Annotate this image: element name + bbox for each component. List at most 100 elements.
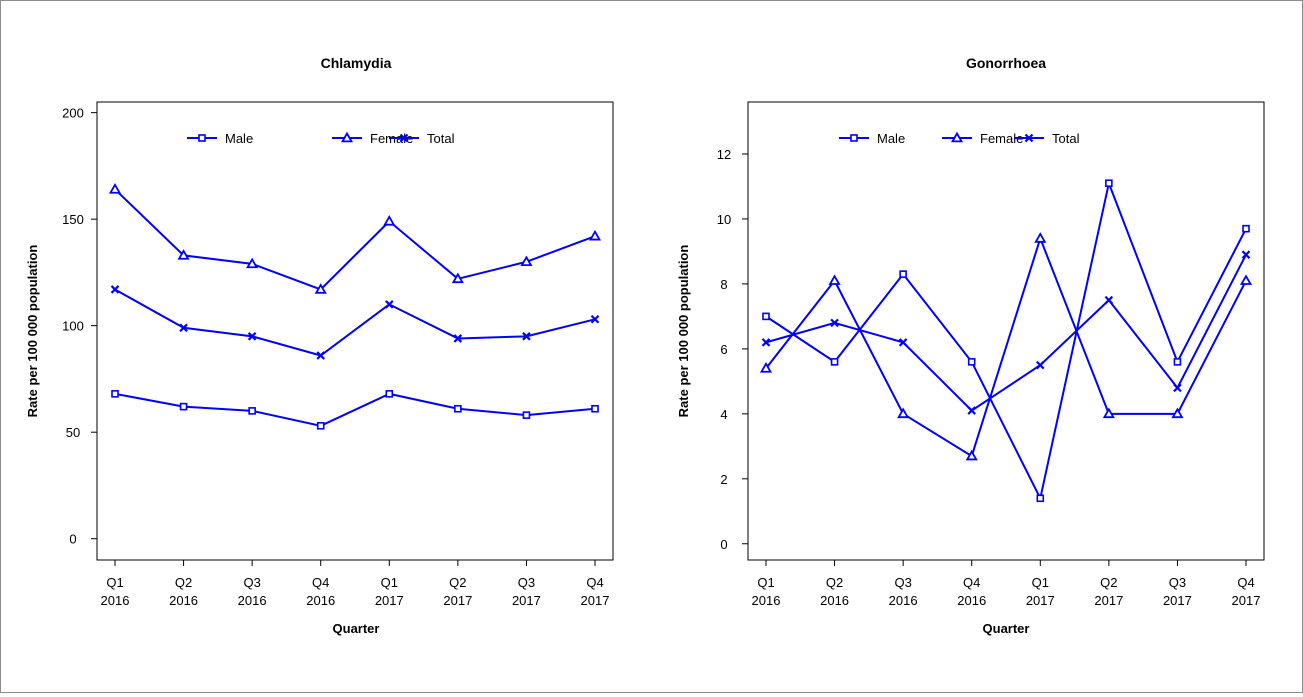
legend-label-total: Total	[1052, 131, 1080, 146]
y-tick-label: 6	[720, 342, 727, 357]
x-tick-label: Q4 2016	[957, 575, 986, 608]
x-tick-label: Q3 2017	[512, 575, 541, 608]
y-tick-label: 100	[62, 319, 84, 334]
x-tick-label-quarter: Q2	[826, 575, 843, 590]
data-point-male	[316, 421, 325, 430]
data-point-total	[316, 351, 325, 360]
x-tick-label-year: 2017	[1232, 593, 1261, 608]
data-point-total	[522, 332, 531, 341]
data-point-female	[588, 229, 602, 241]
x-tick-label-year: 2016	[957, 593, 986, 608]
data-point-total	[967, 406, 976, 415]
data-point-female	[897, 407, 910, 419]
data-point-male	[248, 407, 256, 415]
x-tick-label: Q1 2017	[1026, 575, 1055, 608]
x-tick-label: Q4 2017	[1232, 575, 1261, 608]
x-tick-label-year: 2017	[1094, 593, 1123, 608]
legend-marker-total	[1024, 133, 1034, 143]
data-point-female	[177, 249, 190, 260]
data-point-male	[522, 411, 531, 419]
data-point-total	[898, 338, 908, 347]
data-point-female	[246, 257, 259, 269]
x-tick-label-quarter: Q1	[106, 575, 123, 590]
legend-label-female: Female	[980, 131, 1023, 146]
data-point-male	[385, 390, 394, 398]
x-tick-label: Q1 2016	[101, 575, 130, 608]
data-point-total	[830, 318, 839, 328]
x-tick-label-year: 2016	[889, 593, 918, 608]
data-point-female	[759, 362, 773, 373]
x-tick-label-year: 2016	[238, 593, 267, 608]
x-axis-label: Quarter	[983, 621, 1030, 636]
x-tick-label: Q3 2017	[1163, 575, 1192, 608]
legend-label-male: Male	[877, 131, 905, 146]
chart-title: Chlamydia	[321, 55, 392, 71]
chart-panel-1: Gonorrhoea 0 2 4 6 8 10 12 Q1 2016 Q2 2016 Q3 2016 Q4 2…	[676, 55, 1265, 636]
chart-title: Gonorrhoea	[966, 55, 1046, 71]
y-tick-label: 150	[62, 212, 84, 227]
data-point-male	[591, 404, 599, 413]
data-point-female	[520, 255, 533, 267]
y-tick-label: 4	[720, 407, 727, 422]
x-tick-label: Q4 2017	[581, 575, 610, 608]
x-tick-label-quarter: Q1	[1032, 575, 1049, 590]
x-tick-label-quarter: Q4	[586, 575, 603, 590]
data-point-female	[965, 449, 978, 461]
y-tick-label: 200	[62, 106, 84, 121]
x-tick-label-year: 2017	[581, 593, 610, 608]
series-line-female	[114, 188, 596, 291]
data-point-male	[967, 358, 976, 366]
data-point-total	[761, 338, 771, 347]
x-tick-label-year: 2016	[101, 593, 130, 608]
x-tick-label-quarter: Q2	[175, 575, 192, 590]
data-point-total	[110, 285, 120, 294]
series-line-total	[765, 254, 1247, 412]
legend-marker-total	[399, 133, 409, 143]
data-point-total	[590, 315, 600, 324]
data-point-male	[454, 404, 462, 413]
x-tick-label: Q1 2017	[375, 575, 404, 608]
y-tick-label: 2	[720, 472, 727, 487]
y-tick-label: 50	[66, 425, 80, 440]
plot-area-frame	[96, 101, 614, 561]
data-point-total	[385, 300, 394, 309]
data-point-male	[179, 402, 188, 411]
series-line-female	[765, 235, 1247, 458]
data-point-female	[383, 214, 396, 226]
y-tick-label: 10	[717, 212, 731, 227]
legend-label-male: Male	[225, 131, 253, 146]
data-point-male	[830, 358, 839, 366]
x-tick-label-quarter: Q3	[894, 575, 911, 590]
legend-marker-female	[950, 131, 964, 143]
x-tick-label-quarter: Q3	[243, 575, 260, 590]
data-point-female	[1171, 407, 1184, 419]
x-tick-label-quarter: Q4	[312, 575, 329, 590]
x-tick-label: Q2 2017	[443, 575, 472, 608]
x-tick-label-year: 2017	[1026, 593, 1055, 608]
x-tick-label: Q1 2016	[752, 575, 781, 608]
x-tick-label-year: 2017	[512, 593, 541, 608]
y-axis-label: Rate per 100 000 population	[676, 245, 691, 418]
series-line-male	[765, 179, 1247, 502]
data-point-female	[828, 274, 841, 285]
x-tick-label-quarter: Q1	[757, 575, 774, 590]
x-tick-label-quarter: Q3	[518, 575, 535, 590]
data-point-male	[1036, 494, 1045, 503]
data-point-total	[1241, 250, 1251, 259]
data-point-total	[1104, 295, 1114, 305]
y-tick-label: 8	[720, 277, 727, 292]
x-tick-label-year: 2017	[443, 593, 472, 608]
data-point-female	[108, 183, 122, 194]
data-point-female	[1239, 274, 1253, 285]
x-tick-label-quarter: Q4	[1237, 575, 1254, 590]
data-point-total	[247, 332, 257, 341]
x-tick-label: Q2 2016	[820, 575, 849, 608]
x-tick-label-quarter: Q4	[963, 575, 980, 590]
x-tick-label-year: 2016	[306, 593, 335, 608]
x-tick-label: Q3 2016	[238, 575, 267, 608]
data-point-male	[1173, 358, 1182, 366]
plot-area-frame	[747, 101, 1265, 561]
